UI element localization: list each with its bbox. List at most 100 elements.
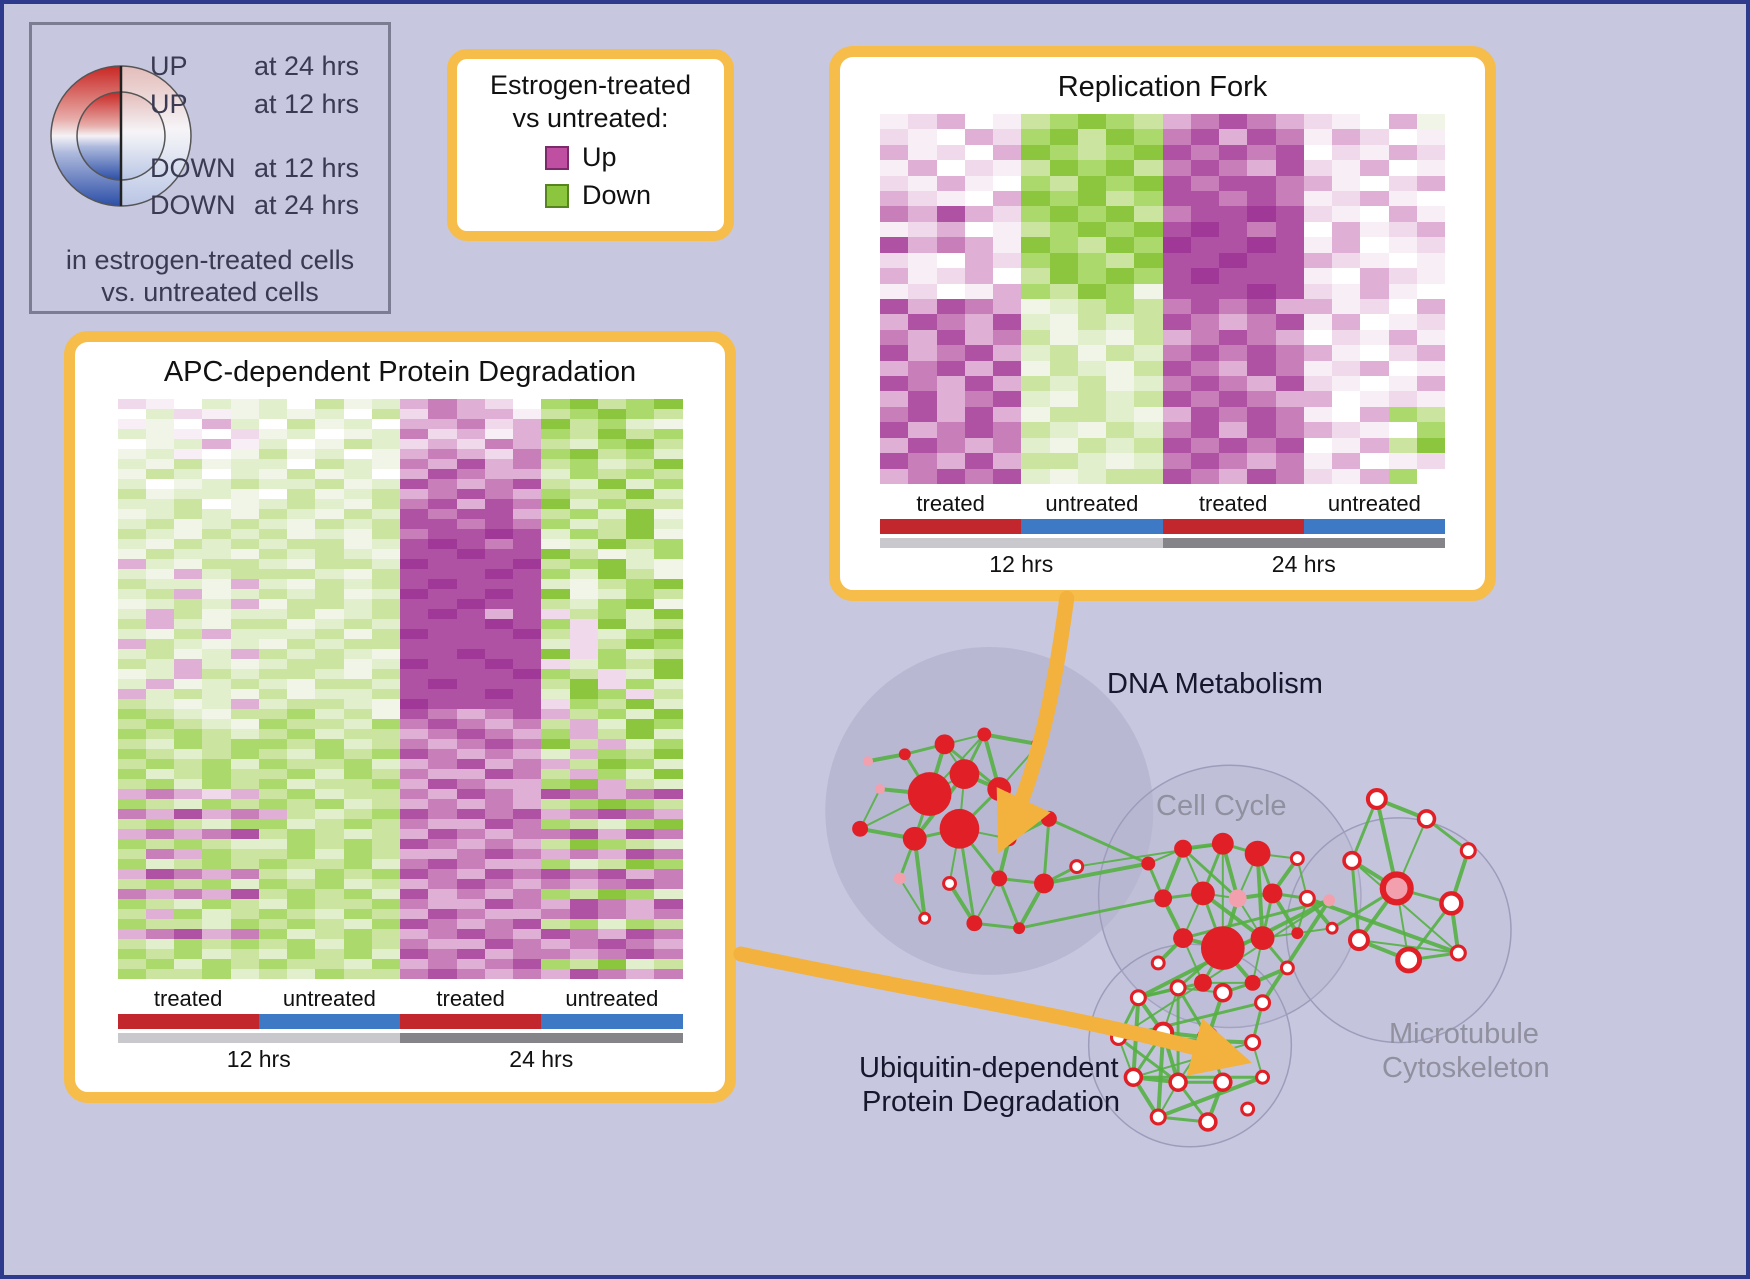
heatmap-cell <box>400 569 429 579</box>
heatmap-cell <box>541 499 570 509</box>
heatmap-cell <box>597 489 626 499</box>
heatmap-cell <box>597 589 626 599</box>
heatmap-cell <box>400 949 429 959</box>
heatmap-cell <box>428 559 457 569</box>
heatmap-cell <box>1388 191 1417 207</box>
heatmap-cell <box>258 839 287 849</box>
heatmap-cell <box>654 659 683 669</box>
heatmap-cell <box>1275 129 1304 145</box>
heatmap-cell <box>343 839 372 849</box>
network-edge <box>1251 1002 1265 1043</box>
heatmap-cell <box>569 909 598 919</box>
heatmap-cell <box>145 619 174 629</box>
heatmap-cell <box>1303 345 1332 361</box>
heatmap-cell <box>964 191 993 207</box>
heatmap-cell <box>1190 468 1219 484</box>
heatmap-cell <box>371 949 400 959</box>
network-node <box>1031 736 1047 752</box>
heatmap-cell <box>343 879 372 889</box>
heatmap-cell <box>1134 283 1163 299</box>
heatmap-cell <box>964 376 993 392</box>
heatmap-cell <box>145 599 174 609</box>
heatmap-cell <box>258 929 287 939</box>
heatmap-cell <box>654 769 683 779</box>
heatmap-cell <box>541 679 570 689</box>
time-bar-segment <box>117 1033 400 1043</box>
heatmap-cell <box>597 459 626 469</box>
heatmap-cell <box>1190 298 1219 315</box>
heatmap-cell <box>230 869 259 879</box>
heatmap-cell <box>287 909 316 919</box>
heatmap-cell <box>541 599 570 609</box>
heatmap-cell <box>428 709 457 719</box>
heatmap-cell <box>1332 268 1361 284</box>
heatmap-cell <box>1247 298 1276 315</box>
heatmap-cell <box>880 422 909 438</box>
heatmap-cell <box>1021 406 1050 423</box>
heatmap-cell <box>174 519 203 529</box>
network-node <box>1439 891 1464 916</box>
heatmap-cell <box>343 559 372 569</box>
heatmap-cell <box>1077 345 1106 361</box>
heatmap-cell <box>400 699 429 709</box>
legend-time: at 24 hrs <box>254 190 360 220</box>
heatmap-cell <box>174 769 203 779</box>
heatmap-cell <box>315 479 344 489</box>
heatmap-cell <box>258 419 287 429</box>
heatmap-cell <box>343 539 372 549</box>
network-edge <box>928 733 986 795</box>
heatmap-cell <box>371 709 400 719</box>
heatmap-cell <box>964 345 993 361</box>
heatmap-cell <box>1134 345 1163 361</box>
heatmap-cell <box>174 869 203 879</box>
heatmap-cell <box>1247 252 1276 269</box>
heatmap-cell <box>654 559 683 569</box>
heatmap-cell <box>908 252 937 269</box>
heatmap-cell <box>1332 468 1361 484</box>
heatmap-cell <box>880 468 909 484</box>
heatmap-cell <box>202 759 231 769</box>
heatmap-cell <box>1219 144 1248 161</box>
heatmap-cell <box>1162 221 1191 238</box>
heatmap-cell <box>1162 114 1191 130</box>
network-edge <box>927 743 947 795</box>
heatmap-cell <box>315 909 344 919</box>
heatmap-cell <box>484 479 513 489</box>
heatmap-cell <box>908 144 937 161</box>
heatmap-cell <box>993 437 1022 454</box>
heatmap-cell <box>315 849 344 859</box>
heatmap-cell <box>400 449 429 459</box>
network-node <box>1291 927 1304 940</box>
heatmap-cell <box>1162 406 1191 423</box>
network-edge <box>1296 898 1309 934</box>
heatmap-cell <box>964 221 993 238</box>
heatmap-cell <box>654 539 683 549</box>
heatmap-cell <box>513 969 542 979</box>
heatmap-cell <box>174 739 203 749</box>
heatmap-cell <box>174 489 203 499</box>
heatmap-cell <box>1219 191 1248 207</box>
heatmap-cell <box>174 559 203 569</box>
heatmap-cell <box>880 283 909 299</box>
heatmap-cell <box>484 839 513 849</box>
heatmap-cell <box>597 859 626 869</box>
heatmap-cell <box>315 929 344 939</box>
heatmap-cell <box>654 889 683 899</box>
heatmap-cell <box>1219 376 1248 392</box>
heatmap-cell <box>936 221 965 238</box>
heatmap-cell <box>626 499 655 509</box>
heatmap-cell <box>428 459 457 469</box>
heatmap-cell <box>428 639 457 649</box>
heatmap-cell <box>174 589 203 599</box>
heatmap-cell <box>174 849 203 859</box>
heatmap-cell <box>626 639 655 649</box>
heatmap-cell <box>513 649 542 659</box>
heatmap-cell <box>145 719 174 729</box>
heatmap-cell <box>484 749 513 759</box>
network-edge <box>1163 891 1204 900</box>
heatmap-cell <box>908 298 937 315</box>
heatmap-cell <box>428 469 457 479</box>
heatmap-cell <box>371 629 400 639</box>
network-edge <box>1251 1042 1264 1078</box>
heatmap-cell <box>1134 175 1163 192</box>
